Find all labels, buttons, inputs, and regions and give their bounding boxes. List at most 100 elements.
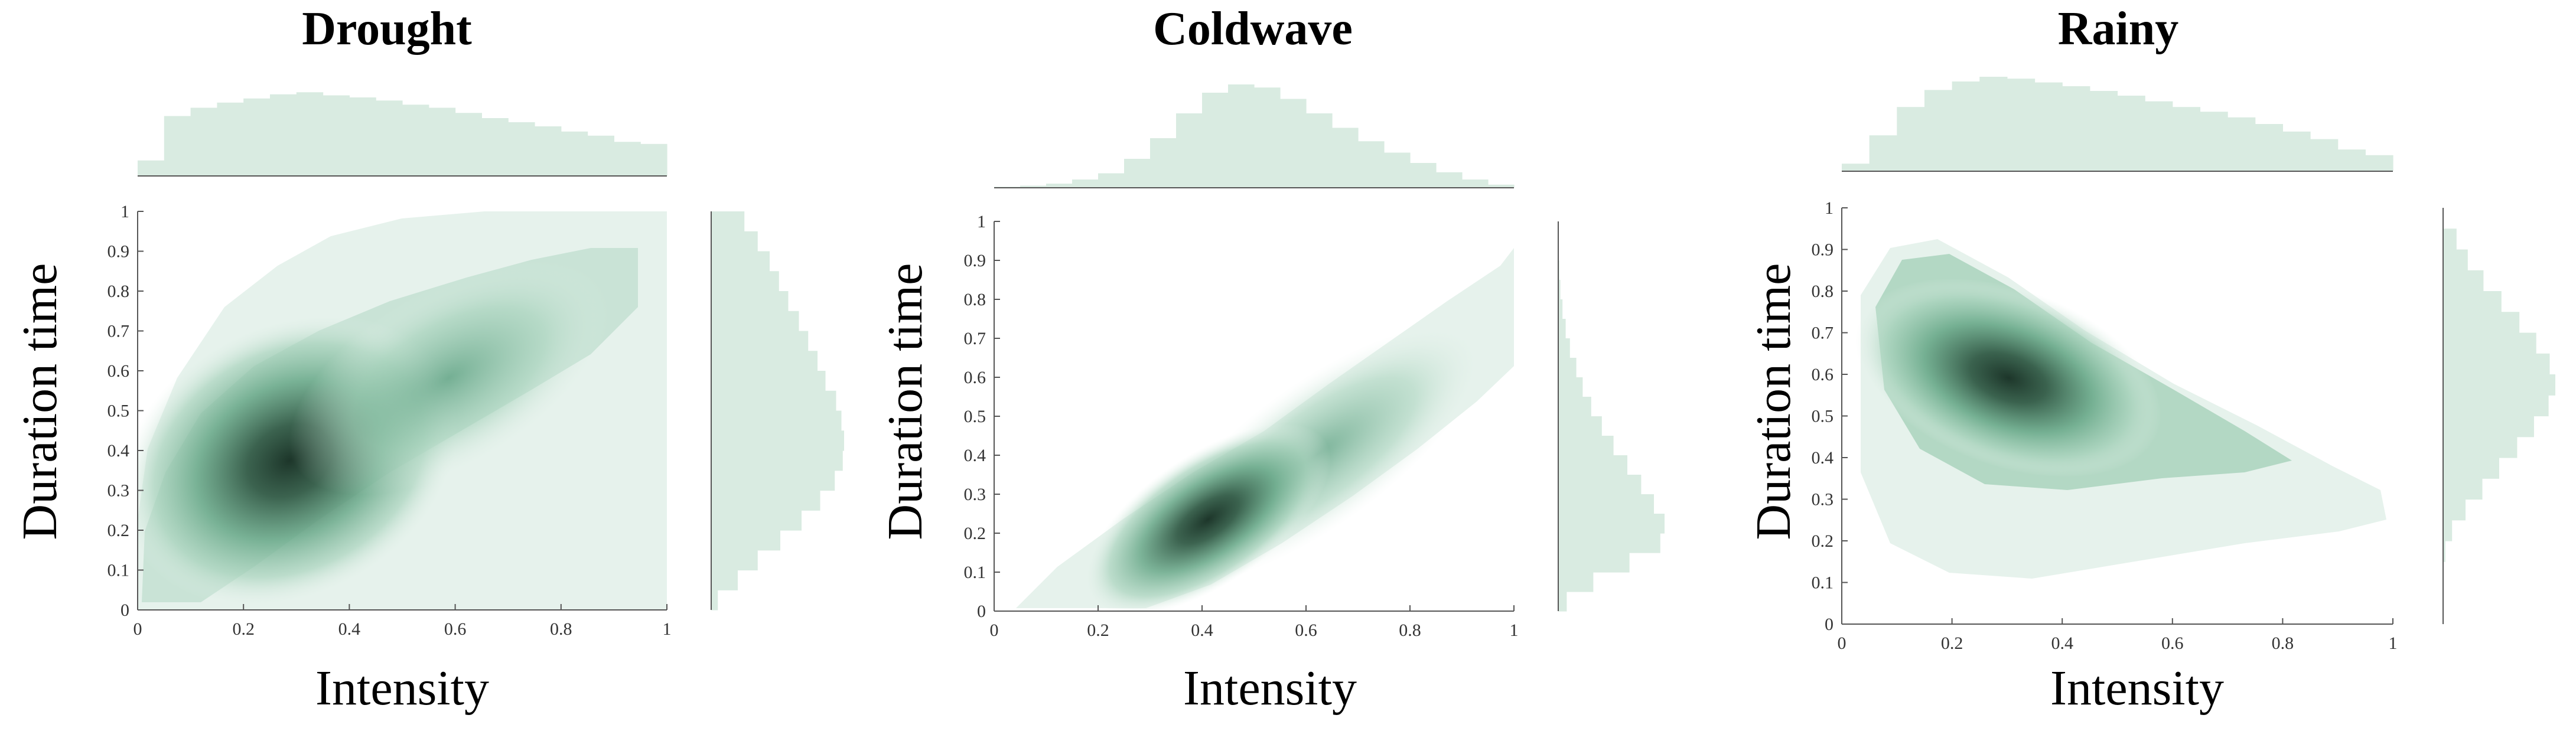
marginal-y-bar [711,390,836,412]
x-tick-label: 0.6 [1295,621,1317,640]
marginal-x-bar [1410,163,1437,188]
marginal-y-bar [711,351,818,371]
y-tick-label: 1 [121,202,129,221]
marginal-x-histogram [138,92,667,177]
y-tick-label: 0.9 [964,251,986,270]
marginal-x-bar [270,94,297,176]
y-tick-label: 0.2 [964,524,986,543]
marginal-x-bar [2310,139,2339,171]
y-tick-label: 0.4 [1812,448,1834,468]
y-tick-label: 0.7 [1812,324,1834,343]
density-core-1 [1085,423,1331,611]
marginal-x-bar [164,116,191,176]
marginal-y-bar [2443,374,2555,396]
marginal-y-bar [1558,514,1665,534]
density-core-1 [1855,278,2161,478]
marginal-x-bar [481,118,509,176]
x-tick-label: 1 [2389,634,2398,653]
marginal-x-bar [1072,179,1099,188]
marginal-y-bar [2443,291,2502,312]
plot-area: 0 0.2 0.4 0.6 0.8 1 0 0.1 0.2 0.3 0.4 0.5 0.6 0.7 0.8… [108,202,672,639]
x-axis-label: Intensity [1183,661,1357,716]
marginal-x-bar [2062,86,2090,171]
y-tick-label: 0.1 [964,563,986,582]
marginal-x-bar [1384,152,1411,188]
marginal-x-bar [1897,107,1925,171]
x-tick-label: 0.4 [2051,634,2073,653]
marginal-y-histogram [1558,221,1665,612]
y-axis-label: Duration time [878,263,933,540]
marginal-y-bar [2443,249,2468,271]
marginal-x-bar [2255,124,2283,171]
marginal-y-bar [711,570,738,590]
marginal-y-bar [1558,319,1566,339]
marginal-y-bar [711,271,779,292]
marginal-x-bar [1046,184,1073,188]
y-tick-label: 0.2 [108,521,130,540]
y-tick-label: 0 [977,602,986,621]
marginal-x-bar [2034,82,2063,171]
marginal-x-bar [2145,101,2173,171]
x-tick-label: 0.6 [444,619,467,639]
x-axis: 0 0.2 0.4 0.6 0.8 1 [1838,618,2398,653]
marginal-y-bar [711,490,820,511]
marginal-y-bar [1558,280,1561,300]
marginal-y-bar [1558,436,1614,456]
marginal-x-bar [1952,81,1980,171]
marginal-x-bar [587,135,614,176]
marginal-x-bar [2282,131,2311,171]
marginal-x-bar [1924,90,1953,171]
plot-area: 0 0.2 0.4 0.6 0.8 1 0 0.1 0.2 0.3 0.4 0.5 0.6 0.7 0.8… [964,212,1519,640]
y-tick-label: 0.7 [964,329,986,348]
marginal-x-bar [217,102,244,176]
y-tick-label: 0.5 [1812,407,1834,426]
y-axis: 0 0.1 0.2 0.3 0.4 0.5 0.6 0.7 0.8 0.9 1 [1812,198,1848,634]
y-tick-label: 1 [977,212,986,231]
x-tick-label: 0.8 [550,619,572,639]
y-axis: 0 0.1 0.2 0.3 0.4 0.5 0.6 0.7 0.8 0.9 1 [964,212,1000,621]
x-tick-label: 0.2 [1941,634,1963,653]
x-tick-label: 0.4 [1191,621,1213,640]
y-tick-label: 0.8 [1812,282,1834,301]
marginal-y-bar [2443,458,2499,479]
density-core-2 [289,260,609,495]
panel-title: Coldwave [1153,3,1353,55]
marginal-y-histogram [2443,208,2555,625]
marginal-x-bar [1176,113,1203,188]
y-tick-label: 0.7 [108,322,130,341]
x-tick-label: 1 [663,619,672,639]
marginal-y-bar [711,231,758,252]
marginal-y-bar [2443,395,2549,417]
y-tick-label: 0.3 [964,485,986,504]
marginal-x-bar [1462,179,1489,188]
marginal-x-bar [561,131,588,176]
marginal-y-bar [1558,572,1594,592]
marginal-y-bar [1558,299,1563,319]
marginal-x-bar [508,122,535,176]
marginal-y-bar [711,371,826,391]
marginal-x-bar [2200,112,2228,171]
marginal-x-bar [2337,149,2366,171]
marginal-x-bar [1124,159,1151,188]
x-axis-label: Intensity [315,661,489,716]
marginal-x-bar [428,107,456,176]
marginal-x-histogram [1842,77,2393,172]
marginal-y-bar [2443,520,2453,541]
y-tick-label: 0.8 [108,282,130,301]
marginal-x-bar [614,142,641,176]
marginal-x-bar [1228,84,1255,188]
marginal-x-bar [1202,93,1229,188]
marginal-x-bar [455,113,482,176]
marginal-y-bar [711,590,718,611]
panel-drought: Drought 0 0.2 0.4 0.6 0.8 1 00.10.20.30.40.50… [12,3,844,716]
marginal-x-bar [323,95,350,176]
x-tick-label: 1 [1510,621,1519,640]
marginal-x-bar [1488,184,1515,188]
y-tick-label: 0.1 [108,561,130,580]
x-tick-label: 0.8 [2272,634,2294,653]
marginal-x-bar [1979,77,2008,171]
marginal-y-bar [1558,494,1654,514]
marginal-y-bar [711,251,770,272]
marginal-y-bar [1558,455,1627,475]
